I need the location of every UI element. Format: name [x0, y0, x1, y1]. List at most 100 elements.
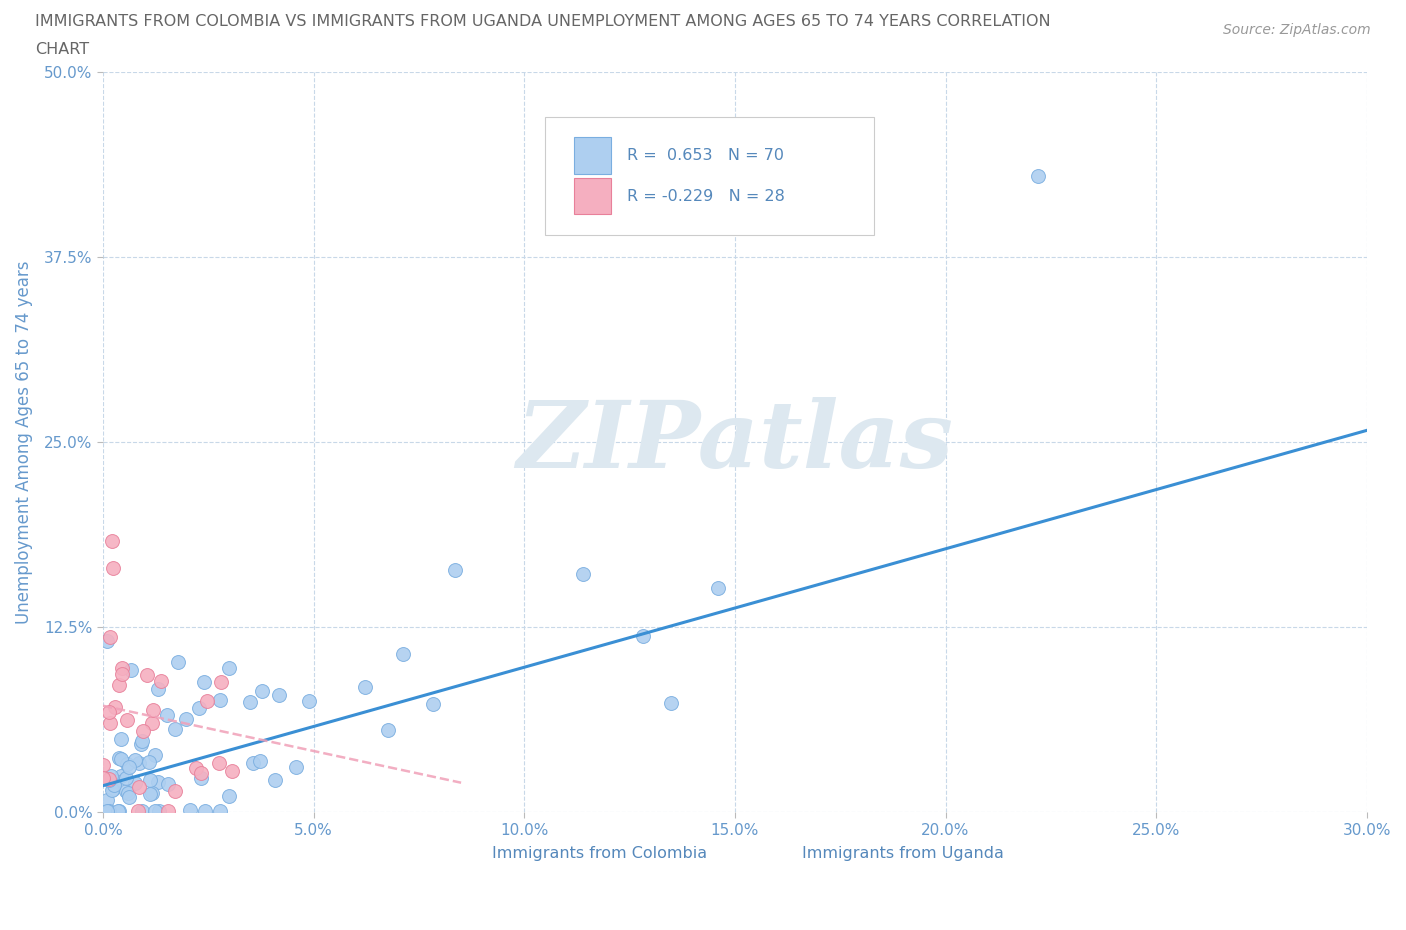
Text: ZIPatlas: ZIPatlas — [516, 397, 953, 487]
Point — [218, 789, 240, 804]
Point — [131, 734, 153, 749]
Point — [143, 804, 166, 818]
Point — [124, 752, 146, 767]
Point — [124, 776, 146, 790]
Point — [96, 804, 118, 818]
Point — [108, 678, 131, 693]
Point — [143, 748, 166, 763]
Point — [142, 702, 165, 717]
Point — [118, 790, 141, 804]
Point — [110, 731, 132, 746]
Point — [103, 560, 125, 575]
Point — [186, 761, 208, 776]
FancyBboxPatch shape — [575, 178, 612, 214]
Point — [104, 699, 127, 714]
Point — [141, 786, 163, 801]
Point — [377, 723, 399, 737]
Point — [354, 679, 377, 694]
Point — [444, 563, 467, 578]
Point — [128, 756, 150, 771]
FancyBboxPatch shape — [763, 841, 797, 867]
Point — [139, 773, 162, 788]
Point — [104, 773, 127, 788]
Point — [218, 660, 240, 675]
Point — [132, 724, 155, 738]
Point — [633, 628, 655, 643]
Point — [148, 775, 170, 790]
Point — [108, 804, 131, 818]
Point — [148, 804, 170, 818]
FancyBboxPatch shape — [454, 841, 488, 867]
Point — [209, 693, 232, 708]
Point — [117, 712, 139, 727]
Text: CHART: CHART — [35, 42, 89, 57]
Point — [706, 580, 728, 595]
Point — [98, 630, 121, 644]
Point — [298, 694, 321, 709]
Point — [190, 771, 212, 786]
Point — [193, 804, 215, 818]
Point — [187, 700, 209, 715]
Text: R =  0.653   N = 70: R = 0.653 N = 70 — [627, 148, 785, 164]
Point — [97, 772, 120, 787]
Point — [101, 783, 124, 798]
Text: IMMIGRANTS FROM COLOMBIA VS IMMIGRANTS FROM UGANDA UNEMPLOYMENT AMONG AGES 65 TO: IMMIGRANTS FROM COLOMBIA VS IMMIGRANTS F… — [35, 14, 1050, 29]
Point — [165, 722, 187, 737]
Point — [110, 768, 132, 783]
Point — [167, 655, 190, 670]
Text: Source: ZipAtlas.com: Source: ZipAtlas.com — [1223, 23, 1371, 37]
Point — [127, 804, 149, 818]
Point — [208, 804, 231, 818]
Point — [149, 673, 172, 688]
Point — [179, 803, 201, 817]
Text: R = -0.229   N = 28: R = -0.229 N = 28 — [627, 189, 786, 204]
Point — [141, 715, 163, 730]
Point — [129, 737, 152, 751]
Point — [103, 777, 125, 792]
Point — [572, 566, 595, 581]
Point — [239, 695, 262, 710]
Point — [117, 786, 139, 801]
Point — [392, 646, 415, 661]
Point — [208, 755, 231, 770]
FancyBboxPatch shape — [575, 138, 612, 174]
Point — [422, 697, 444, 711]
Point — [174, 711, 197, 726]
Point — [148, 682, 170, 697]
Point — [97, 772, 120, 787]
Text: Immigrants from Colombia: Immigrants from Colombia — [492, 845, 707, 860]
Point — [110, 751, 132, 766]
Point — [91, 771, 114, 786]
Point — [91, 757, 114, 772]
Point — [138, 754, 160, 769]
Point — [242, 755, 264, 770]
Point — [96, 793, 118, 808]
Point — [135, 668, 157, 683]
Point — [101, 782, 124, 797]
Point — [165, 784, 187, 799]
Point — [131, 804, 153, 818]
Point — [96, 633, 118, 648]
Point — [120, 662, 142, 677]
Point — [98, 705, 121, 720]
Point — [100, 768, 122, 783]
Point — [249, 753, 271, 768]
FancyBboxPatch shape — [546, 116, 875, 235]
Point — [114, 783, 136, 798]
Point — [209, 674, 232, 689]
Point — [115, 771, 138, 786]
Point — [285, 759, 308, 774]
Point — [107, 751, 129, 765]
Point — [111, 667, 134, 682]
Point — [659, 696, 682, 711]
Point — [156, 708, 179, 723]
Point — [190, 765, 212, 780]
Point — [115, 757, 138, 772]
Point — [98, 804, 121, 818]
Point — [264, 773, 287, 788]
Point — [128, 779, 150, 794]
Point — [221, 764, 243, 778]
Point — [156, 777, 179, 791]
Text: Immigrants from Uganda: Immigrants from Uganda — [801, 845, 1004, 860]
Point — [139, 786, 162, 801]
